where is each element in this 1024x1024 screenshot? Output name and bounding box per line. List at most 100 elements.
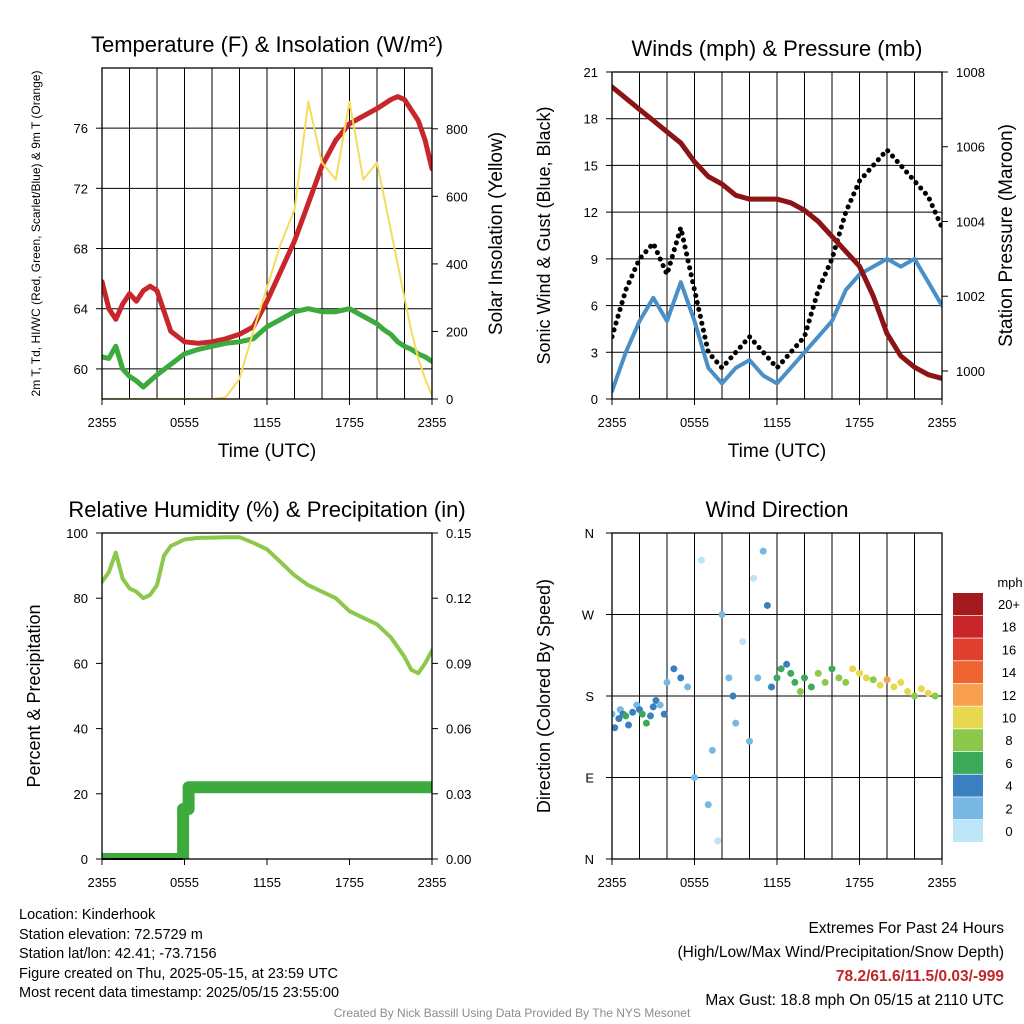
- wind-direction-point: [622, 712, 630, 720]
- x-tick-label: 1155: [763, 415, 791, 430]
- wind-direction-point: [814, 669, 822, 677]
- x-tick-label: 2355: [928, 415, 957, 430]
- y2-tick-label: 1002: [956, 289, 985, 304]
- created-text: Figure created on Thu, 2025-05-15, at 23…: [19, 965, 338, 982]
- y-tick-label: 60: [74, 656, 88, 671]
- series-solar-insolation: [102, 100, 432, 399]
- y-tick-label: S: [585, 689, 594, 704]
- legend-label: 14: [1002, 665, 1016, 680]
- x-tick-label: 2355: [598, 875, 627, 890]
- wind-direction-point: [796, 687, 804, 695]
- wind-direction-point: [835, 674, 843, 682]
- legend-swatch: [953, 751, 983, 774]
- y-tick-label: 72: [74, 181, 88, 196]
- wind-direction-point: [739, 638, 747, 646]
- y2-tick-label: 0.06: [446, 722, 471, 737]
- wind-direction-point: [660, 710, 668, 718]
- y-tick-label: W: [582, 608, 595, 623]
- wind-direction-point: [729, 692, 737, 700]
- y-tick-label: 0: [591, 392, 598, 407]
- y2-tick-label: 0.15: [446, 526, 471, 541]
- x-tick-label: 1755: [335, 415, 364, 430]
- extremes-values: 78.2/61.6/11.5/0.03/-999: [835, 968, 1004, 985]
- extremes-title: Extremes For Past 24 Hours: [808, 920, 1004, 937]
- legend-swatch: [953, 615, 983, 638]
- x-axis-label: Time (UTC): [218, 441, 317, 462]
- credit-text: Created By Nick Bassill Using Data Provi…: [333, 1006, 691, 1020]
- elevation-text: Station elevation: 72.5729 m: [19, 926, 203, 943]
- location-text: Location: Kinderhook: [19, 907, 156, 923]
- legend-swatch: [953, 638, 983, 661]
- x-axis-label: Time (UTC): [728, 441, 827, 462]
- legend-swatch: [953, 729, 983, 752]
- wind-direction-point: [768, 683, 775, 691]
- x-tick-label: 1155: [253, 875, 281, 890]
- y-tick-label: 15: [584, 158, 598, 173]
- y2-tick-label: 400: [446, 257, 468, 272]
- wind-direction-point: [883, 676, 891, 684]
- x-tick-label: 1155: [763, 875, 791, 890]
- y2-tick-label: 1004: [956, 214, 985, 229]
- legend-swatch: [953, 683, 983, 706]
- y-tick-label: 18: [584, 112, 598, 127]
- legend-swatch: [953, 706, 983, 729]
- wind-direction-point: [763, 601, 771, 609]
- x-tick-label: 0555: [680, 875, 709, 890]
- wind-direction-point: [924, 689, 932, 697]
- wind-direction-point: [783, 660, 791, 668]
- wind-direction-point: [732, 719, 740, 727]
- y2-tick-label: 800: [446, 122, 468, 137]
- wind-direction-point: [791, 678, 799, 686]
- wind-direction-point: [897, 678, 905, 686]
- plot-frame: [101, 532, 433, 860]
- wind-direction-point: [684, 683, 692, 691]
- y-axis-label: 2m T, Td, HI/WC (Red, Green, Scarlet/Blu…: [29, 71, 43, 397]
- x-tick-label: 2355: [598, 415, 627, 430]
- y2-tick-label: 0.12: [446, 591, 471, 606]
- y-tick-label: E: [585, 771, 594, 786]
- y-tick-label: 76: [74, 121, 88, 136]
- series-precipitation: [102, 781, 432, 859]
- y-tick-label: 100: [66, 526, 88, 541]
- wind-direction-point: [828, 665, 836, 673]
- chart-title: Winds (mph) & Pressure (mb): [632, 36, 923, 61]
- legend-swatch: [953, 593, 983, 615]
- legend-title: mph: [997, 575, 1022, 590]
- y2-axis-label: Station Pressure (Maroon): [996, 124, 1017, 347]
- wind-direction-point: [746, 737, 753, 745]
- wind-direction-point: [663, 678, 671, 686]
- wind-direction-point: [647, 712, 654, 720]
- x-tick-label: 1755: [845, 415, 874, 430]
- series-station-pressure: [612, 84, 942, 381]
- x-tick-label: 2355: [418, 875, 447, 890]
- legend-label: 18: [1002, 620, 1016, 635]
- legend-label: 8: [1005, 733, 1012, 748]
- y-tick-label: 40: [74, 722, 88, 737]
- latlon-text: Station lat/lon: 42.41; -73.7156: [19, 946, 217, 962]
- legend-label: 0: [1005, 824, 1012, 839]
- x-tick-label: 2355: [928, 875, 957, 890]
- extremes-info: Extremes For Past 24 Hours (High/Low/Max…: [678, 917, 1005, 1013]
- y2-tick-label: 1000: [956, 364, 985, 379]
- wind-direction-point: [612, 724, 619, 732]
- y2-tick-label: 600: [446, 189, 468, 204]
- recent-data-text: Most recent data timestamp: 2025/05/15 2…: [19, 985, 340, 1001]
- max-gust-text: Max Gust: 18.8 mph On 05/15 at 2110 UTC: [705, 992, 1004, 1009]
- wind-direction-point: [777, 665, 785, 673]
- y-tick-label: 60: [74, 362, 88, 377]
- y-tick-label: 3: [591, 345, 598, 360]
- series-relative-humidity: [102, 535, 432, 676]
- wind-direction-point: [718, 611, 726, 618]
- y2-tick-label: 1008: [956, 65, 985, 80]
- wind-direction-point: [911, 692, 918, 700]
- wind-direction-point: [615, 715, 623, 723]
- wind-direction-point: [842, 678, 850, 686]
- x-tick-label: 0555: [170, 875, 199, 890]
- wind-direction-point: [856, 669, 863, 677]
- y-tick-label: 80: [74, 591, 88, 606]
- y-tick-label: 6: [591, 299, 598, 314]
- wind-direction-point: [629, 708, 637, 716]
- x-tick-label: 0555: [680, 415, 709, 430]
- wind-direction-point: [642, 719, 650, 727]
